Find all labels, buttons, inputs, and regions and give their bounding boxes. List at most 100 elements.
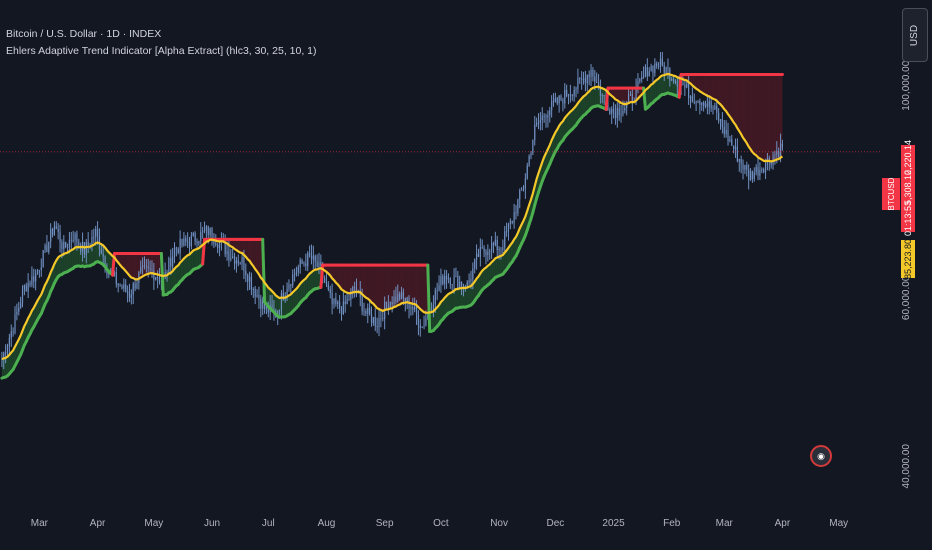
candle-body xyxy=(663,65,665,74)
candle-body xyxy=(382,318,384,320)
candle-body xyxy=(44,245,46,251)
candle-body xyxy=(639,79,641,82)
trend-fill-segment xyxy=(744,74,747,144)
candle-body xyxy=(721,119,723,127)
indicator-legend[interactable]: Ehlers Adaptive Trend Indicator [Alpha E… xyxy=(6,45,317,57)
candle-body xyxy=(278,309,281,311)
trend-fill-segment xyxy=(187,254,190,275)
trend-fill-segment xyxy=(369,265,372,303)
candle-body xyxy=(380,318,382,320)
trend-fill-segment xyxy=(249,239,252,264)
candle-body xyxy=(410,307,412,309)
candle-body xyxy=(676,81,678,87)
candle-body xyxy=(500,249,502,250)
candle-body xyxy=(354,286,356,288)
candle-body xyxy=(494,239,496,246)
candle-body xyxy=(312,255,314,260)
trend-fill-segment xyxy=(743,74,745,141)
candle-body xyxy=(641,76,643,80)
candle-body xyxy=(286,288,288,296)
tradingview-logo-icon[interactable]: ◉ xyxy=(810,445,832,467)
trend-fill-segment xyxy=(380,265,383,311)
candle-body xyxy=(282,293,284,300)
candle-body xyxy=(363,310,365,312)
trend-fill-segment xyxy=(71,249,74,270)
candle-body xyxy=(455,275,457,277)
trend-fill-segment xyxy=(478,273,481,296)
trend-fill-segment xyxy=(692,74,695,88)
candle-body xyxy=(734,146,737,149)
candle-body xyxy=(78,242,80,246)
candle-body xyxy=(130,294,132,298)
candle-body xyxy=(519,190,521,200)
candle-body xyxy=(710,101,712,109)
trend-fill-segment xyxy=(696,74,698,90)
candle-body xyxy=(631,94,633,102)
trend-fill-segment xyxy=(373,265,376,307)
candle-body xyxy=(217,244,219,248)
candle-body xyxy=(738,159,740,162)
candle-body xyxy=(584,78,587,84)
trend-fill-segment xyxy=(335,265,338,285)
candle-body xyxy=(113,272,116,274)
candle-body xyxy=(485,251,487,256)
candle-body xyxy=(333,298,335,305)
trend-fill-segment xyxy=(121,253,124,269)
trend-fill-segment xyxy=(379,265,381,311)
trend-band-segment xyxy=(426,263,432,334)
candle-body xyxy=(36,269,39,274)
trend-fill-segment xyxy=(446,294,449,315)
axes-layer: Mar Apr May Jun Jul Aug Sep Oct Nov Dec 2025 Feb Mar… xyxy=(0,60,912,529)
candle-body xyxy=(753,172,755,180)
price-tag-label: 85,223.80 xyxy=(903,239,913,279)
trend-fill-segment xyxy=(589,89,592,111)
candle-body xyxy=(136,282,138,289)
candle-body xyxy=(511,220,513,223)
symbol-legend[interactable]: Bitcoin / U.S. Dollar · 1D · INDEX xyxy=(6,28,162,40)
trend-fill-segment xyxy=(711,74,714,99)
candle-body xyxy=(18,307,20,312)
candle-body xyxy=(776,151,778,155)
trend-fill-segment xyxy=(131,253,134,279)
trend-fill-segment xyxy=(773,74,775,161)
candle-body xyxy=(438,285,440,291)
candle-body xyxy=(142,265,144,268)
candle-body xyxy=(172,256,174,267)
candle-body xyxy=(372,317,374,324)
candle-body xyxy=(254,289,256,297)
trend-fill-segment xyxy=(73,247,76,269)
trend-fill-segment xyxy=(377,265,380,310)
trend-fill-segment xyxy=(476,276,479,298)
trend-fill-segment xyxy=(499,255,501,276)
trend-fill-segment xyxy=(562,117,565,141)
candle-body xyxy=(61,242,63,249)
candle-body xyxy=(654,63,656,73)
currency-button[interactable]: USD xyxy=(902,8,928,62)
trend-fill-segment xyxy=(566,113,569,135)
trend-fill-segment xyxy=(761,74,764,161)
trend-fill-segment xyxy=(568,111,571,133)
candle-body xyxy=(5,352,7,354)
candle-body xyxy=(759,169,761,176)
candle-body xyxy=(33,276,35,282)
candle-body xyxy=(507,224,510,232)
candle-body xyxy=(335,298,337,305)
trend-fill-segment xyxy=(491,260,494,282)
x-tick-label: Apr xyxy=(775,518,791,529)
candle-body xyxy=(586,74,588,84)
candle-body xyxy=(425,318,427,326)
candle-body xyxy=(299,260,301,268)
trend-fill-segment xyxy=(769,74,772,162)
candle-body xyxy=(367,307,369,314)
trend-fill-segment xyxy=(234,239,237,251)
trend-fill-segment xyxy=(739,74,742,135)
candle-body xyxy=(421,326,423,328)
x-tick-label: Jul xyxy=(262,518,275,529)
candle-body xyxy=(560,95,562,100)
candle-body xyxy=(256,294,258,297)
trend-fill-segment xyxy=(585,93,588,115)
trend-fill-segment xyxy=(758,74,760,159)
x-tick-label: May xyxy=(144,518,163,529)
